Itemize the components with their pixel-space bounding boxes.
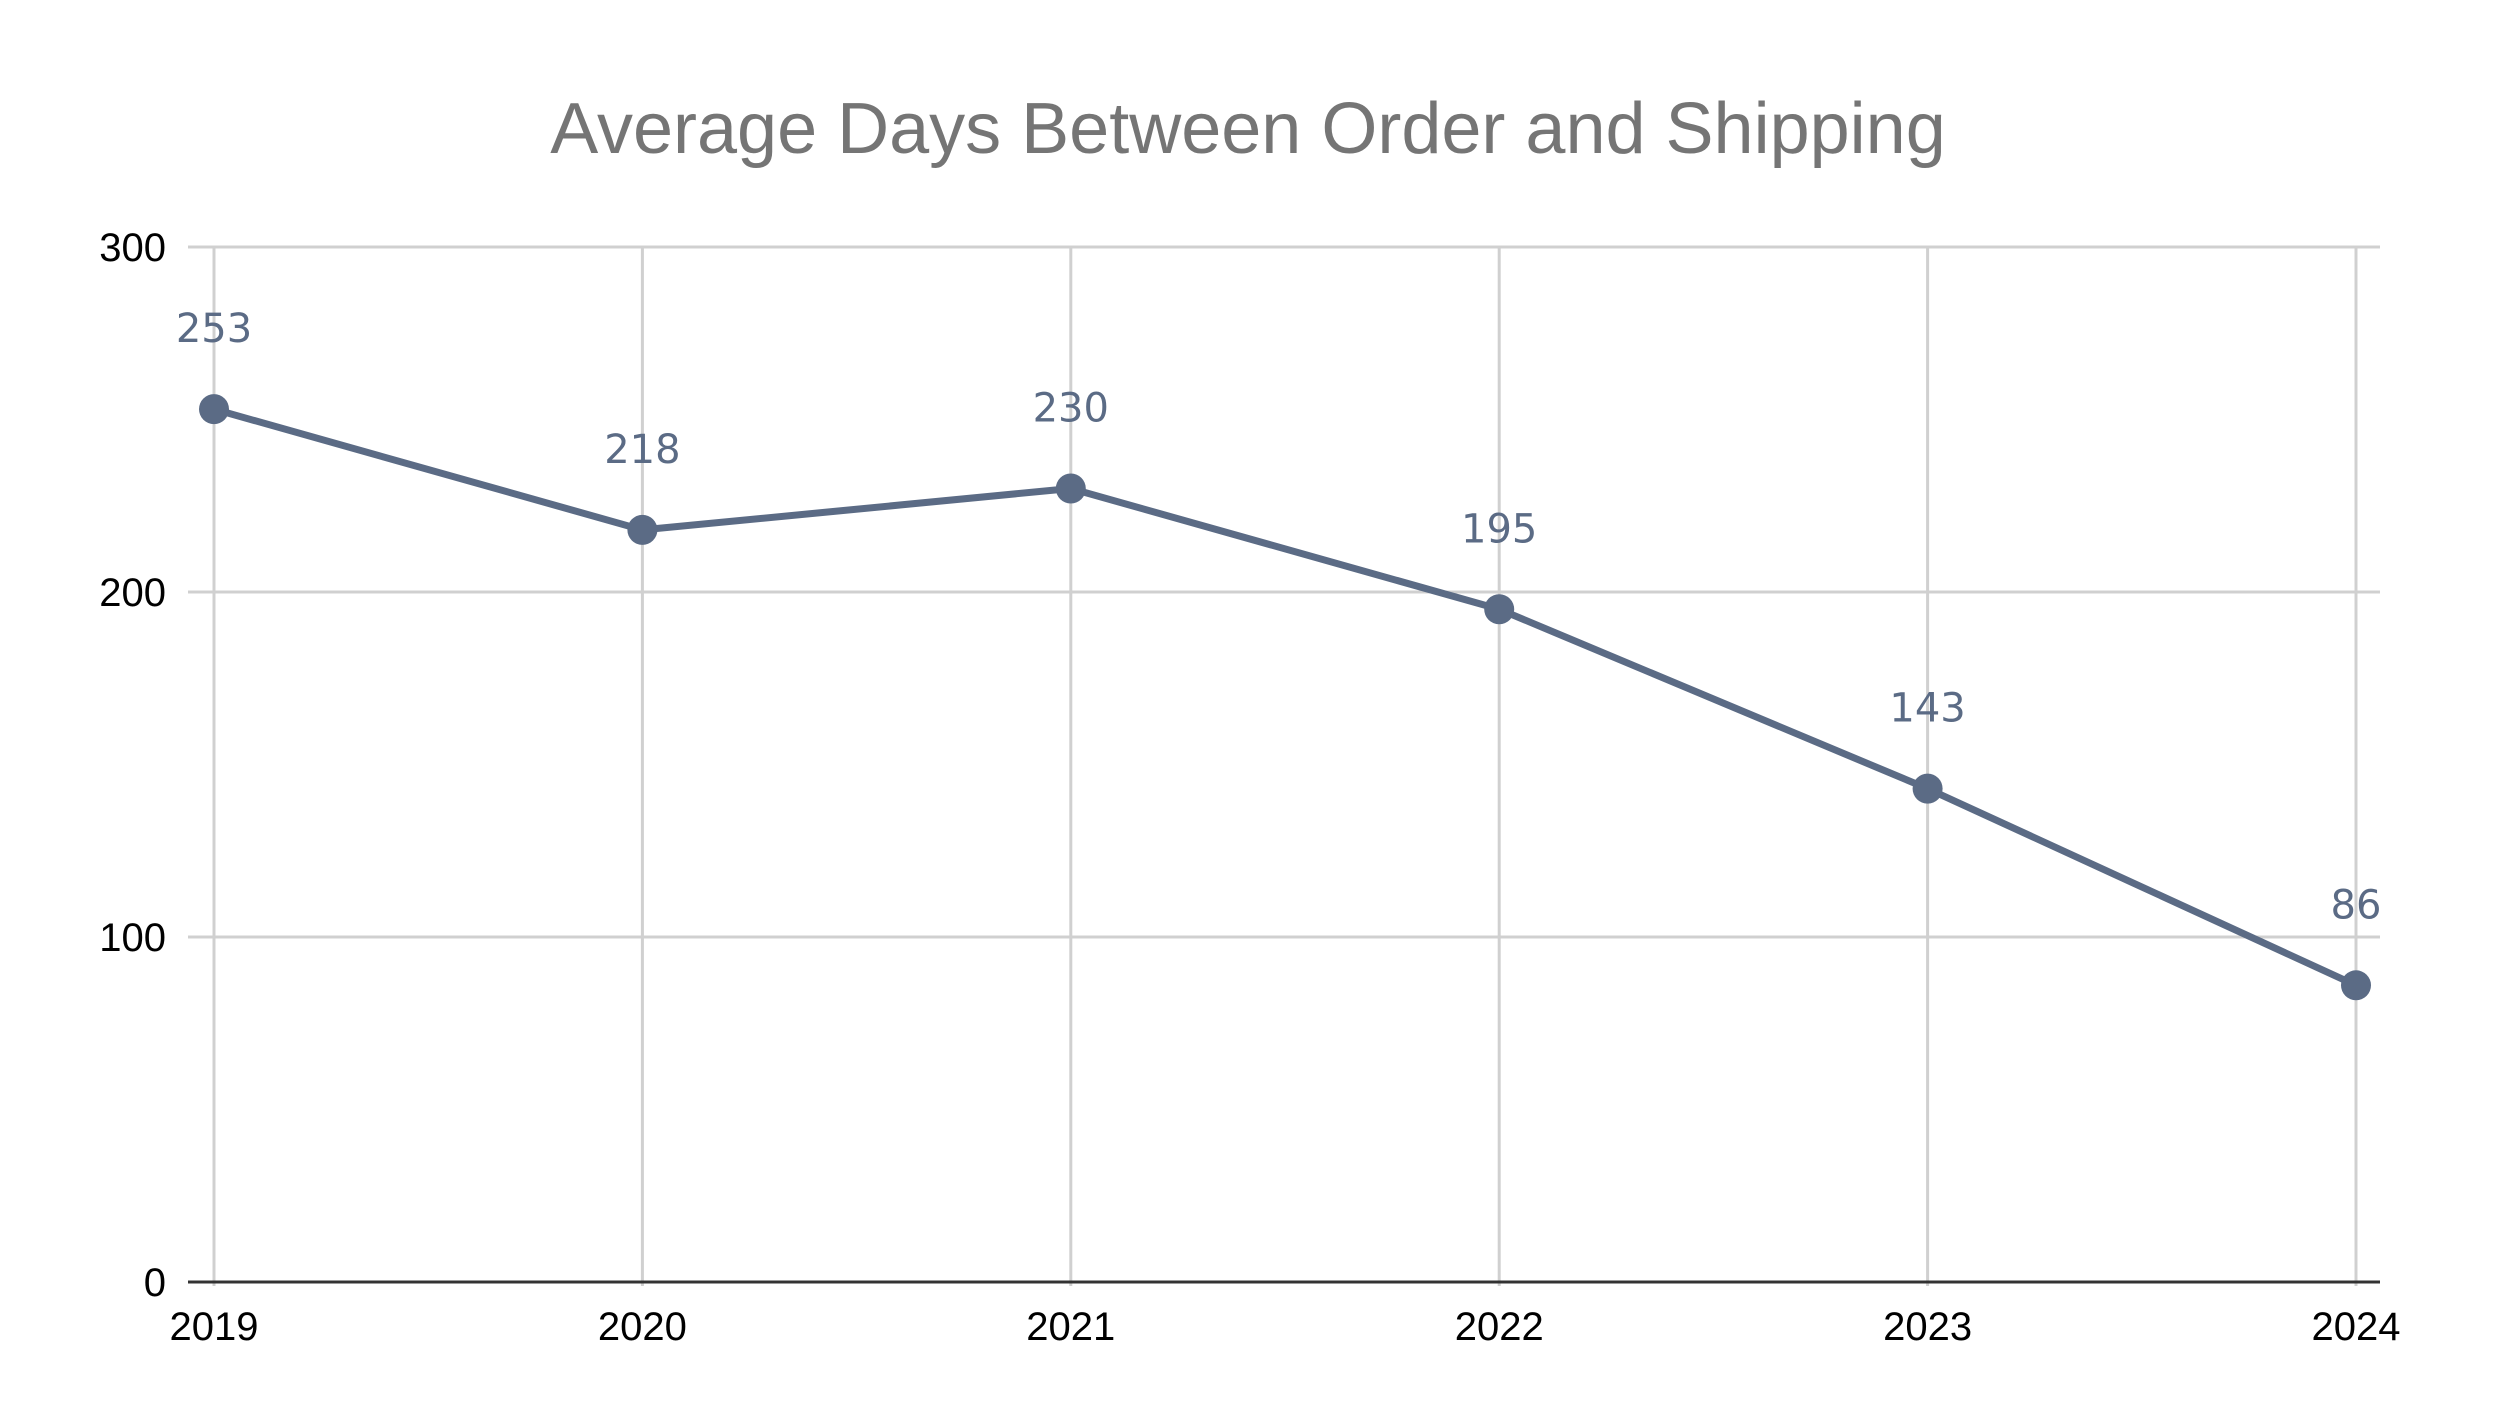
x-tick-label: 2019 [170,1305,259,1349]
data-label: 195 [1461,506,1537,552]
grid-layer [188,245,2380,1286]
chart-title: Average Days Between Order and Shipping [550,89,1946,169]
data-point [199,394,229,425]
data-point [1055,473,1086,504]
y-tick-label: 100 [99,916,166,960]
data-label: 218 [604,427,680,473]
x-tick-label: 2020 [598,1305,687,1349]
label-layer: 253 218 230 195 143 86 [176,306,2382,928]
series-layer [199,394,2371,1001]
y-tick-label: 0 [144,1261,166,1305]
x-tick-label: 2024 [2312,1305,2401,1349]
x-tick-label: 2023 [1883,1305,1972,1349]
data-point [1912,773,1943,804]
data-point [2341,970,2371,1001]
data-point [627,514,658,545]
data-label: 143 [1889,686,1965,732]
data-point [1484,594,1515,625]
data-label: 230 [1033,386,1109,432]
data-label: 86 [2331,882,2382,928]
axis-layer: 0 100 200 300 2019 2020 2021 2022 2023 2024 [99,226,2400,1349]
series-line [210,405,2360,989]
x-tick-label: 2022 [1455,1305,1544,1349]
y-tick-label: 300 [99,226,166,270]
y-tick-label: 200 [99,571,166,615]
x-tick-label: 2021 [1026,1305,1115,1349]
data-label: 253 [176,306,252,352]
